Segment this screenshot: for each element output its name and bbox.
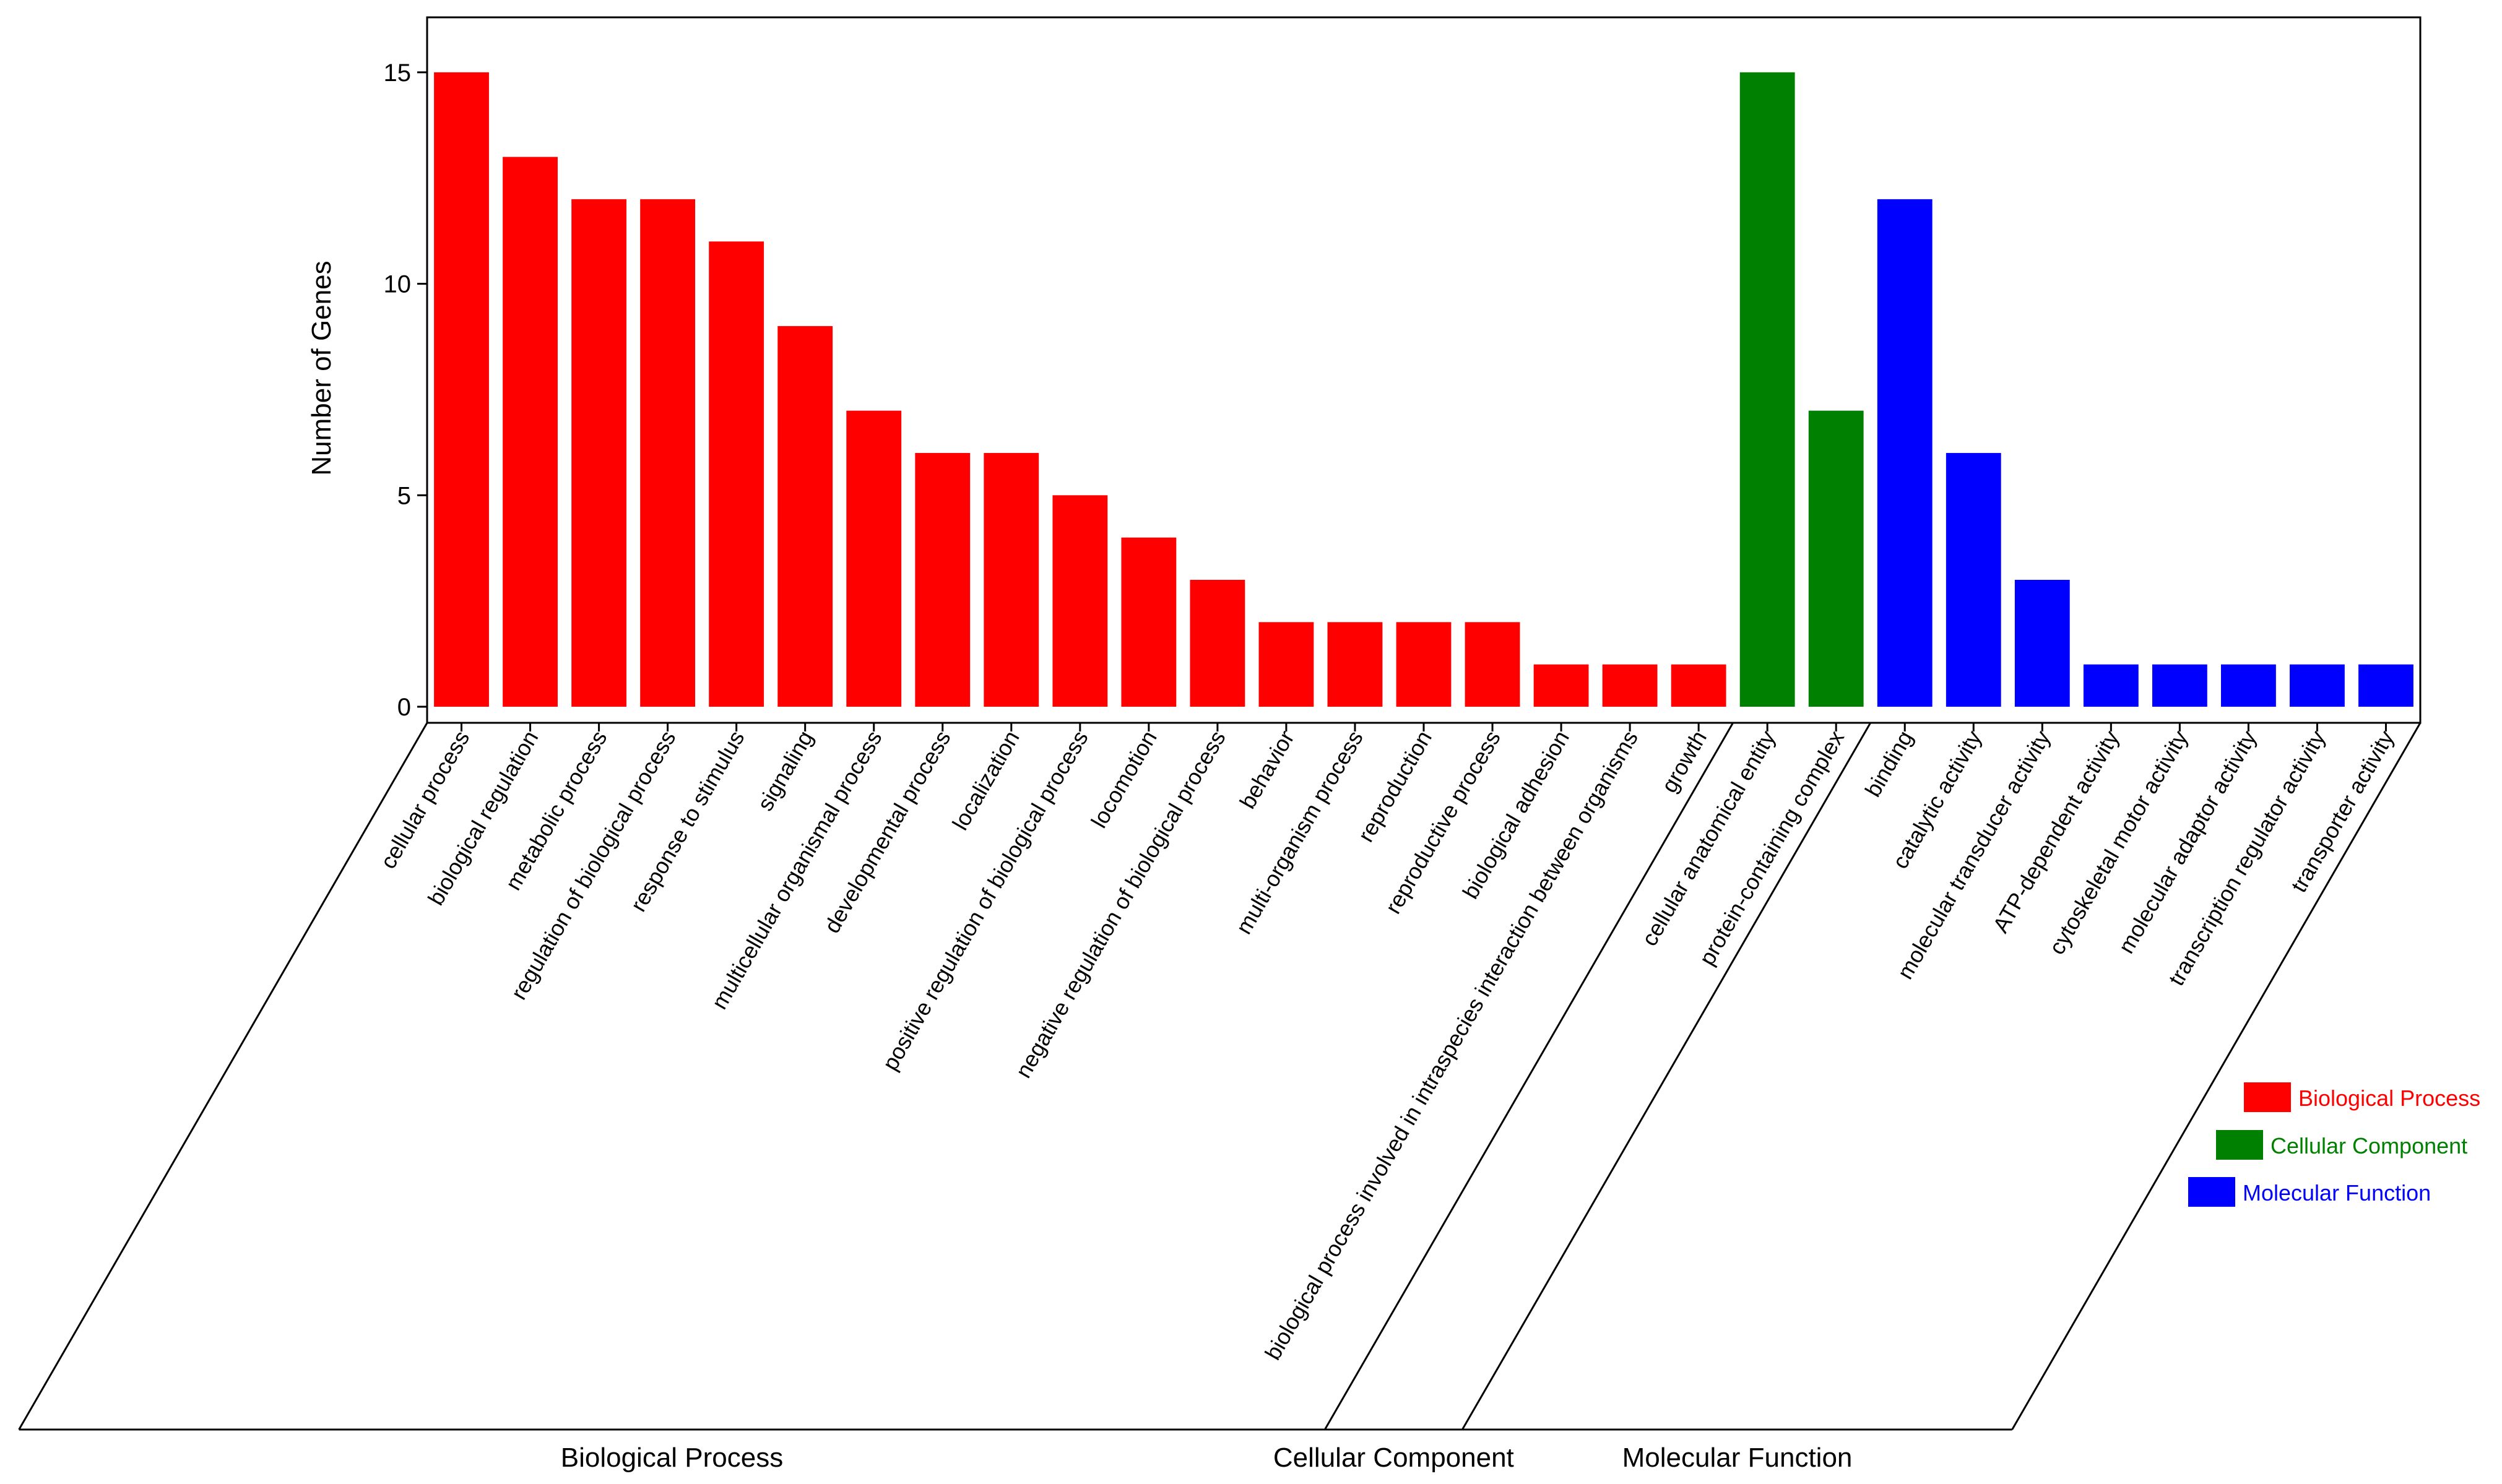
group-labels: Biological Process Cellular Component Mole… — [561, 1443, 1853, 1473]
y-axis-title: Number of Genes — [306, 261, 337, 475]
bar-6 — [846, 410, 902, 707]
legend-swatch-molecular_function — [2188, 1177, 2235, 1207]
y-tick-label: 0 — [397, 694, 411, 721]
bar-9 — [1052, 495, 1108, 707]
y-tick-label: 5 — [397, 482, 411, 509]
group-divider-line — [18, 722, 428, 1430]
category-label: cytoskeletal motor activity — [2044, 727, 2193, 959]
group-label-molecular_function: Molecular Function — [1622, 1443, 1853, 1473]
category-label: locomotion — [1086, 727, 1162, 832]
category-label: signaling — [752, 727, 818, 816]
category-label: behavior — [1234, 726, 1299, 813]
bar-11 — [1190, 579, 1245, 707]
category-label: molecular adaptor activity — [2113, 727, 2262, 958]
group-label-biological_process: Biological Process — [561, 1443, 784, 1473]
bar-27 — [2290, 664, 2345, 707]
category-label: developmental process — [819, 727, 956, 938]
category-label: localization — [947, 727, 1024, 835]
y-tick-label: 15 — [384, 59, 412, 87]
bar-15 — [1465, 622, 1520, 707]
bar-8 — [984, 452, 1039, 707]
bar-21 — [1877, 199, 1933, 707]
bar-26 — [2221, 664, 2276, 707]
bar-12 — [1258, 622, 1314, 707]
bars — [434, 72, 2413, 707]
bar-5 — [777, 326, 833, 707]
legend-swatch-cellular_component — [2216, 1130, 2263, 1160]
group-bracket-lines — [18, 722, 2422, 1431]
bar-19 — [1739, 72, 1795, 707]
bar-23 — [2014, 579, 2070, 707]
bar-14 — [1396, 622, 1452, 707]
legend: Biological Process Cellular Component Mole… — [2188, 1082, 2480, 1207]
bar-1 — [503, 157, 558, 707]
bar-20 — [1808, 410, 1864, 707]
bar-22 — [1946, 452, 2001, 707]
legend-swatch-biological_process — [2244, 1082, 2291, 1112]
category-label: ATP-dependent activity — [1988, 727, 2124, 938]
bar-28 — [2358, 664, 2413, 707]
bar-24 — [2083, 664, 2139, 707]
bar-2 — [571, 199, 626, 707]
category-label: binding — [1860, 727, 1918, 801]
category-label: multi-organism process — [1231, 727, 1368, 939]
bar-4 — [709, 241, 764, 707]
bar-13 — [1327, 622, 1383, 707]
group-divider-line — [2011, 722, 2422, 1430]
bar-16 — [1533, 664, 1589, 707]
bar-7 — [915, 452, 971, 707]
legend-label-biological_process: Biological Process — [2298, 1085, 2480, 1111]
bar-25 — [2152, 664, 2207, 707]
bar-3 — [640, 199, 696, 707]
bar-10 — [1121, 537, 1177, 707]
legend-label-molecular_function: Molecular Function — [2243, 1180, 2431, 1206]
group-label-cellular_component: Cellular Component — [1273, 1443, 1514, 1473]
group-divider-line — [1324, 722, 1734, 1430]
y-axis: 0 5 10 15 Number of Genes — [306, 59, 427, 721]
y-tick-label: 10 — [384, 271, 412, 298]
group-divider-line — [1461, 722, 1872, 1430]
bar-18 — [1671, 664, 1726, 707]
bar-17 — [1602, 664, 1658, 707]
legend-label-cellular_component: Cellular Component — [2270, 1133, 2467, 1158]
category-label: growth — [1656, 727, 1712, 797]
bar-0 — [434, 72, 489, 707]
